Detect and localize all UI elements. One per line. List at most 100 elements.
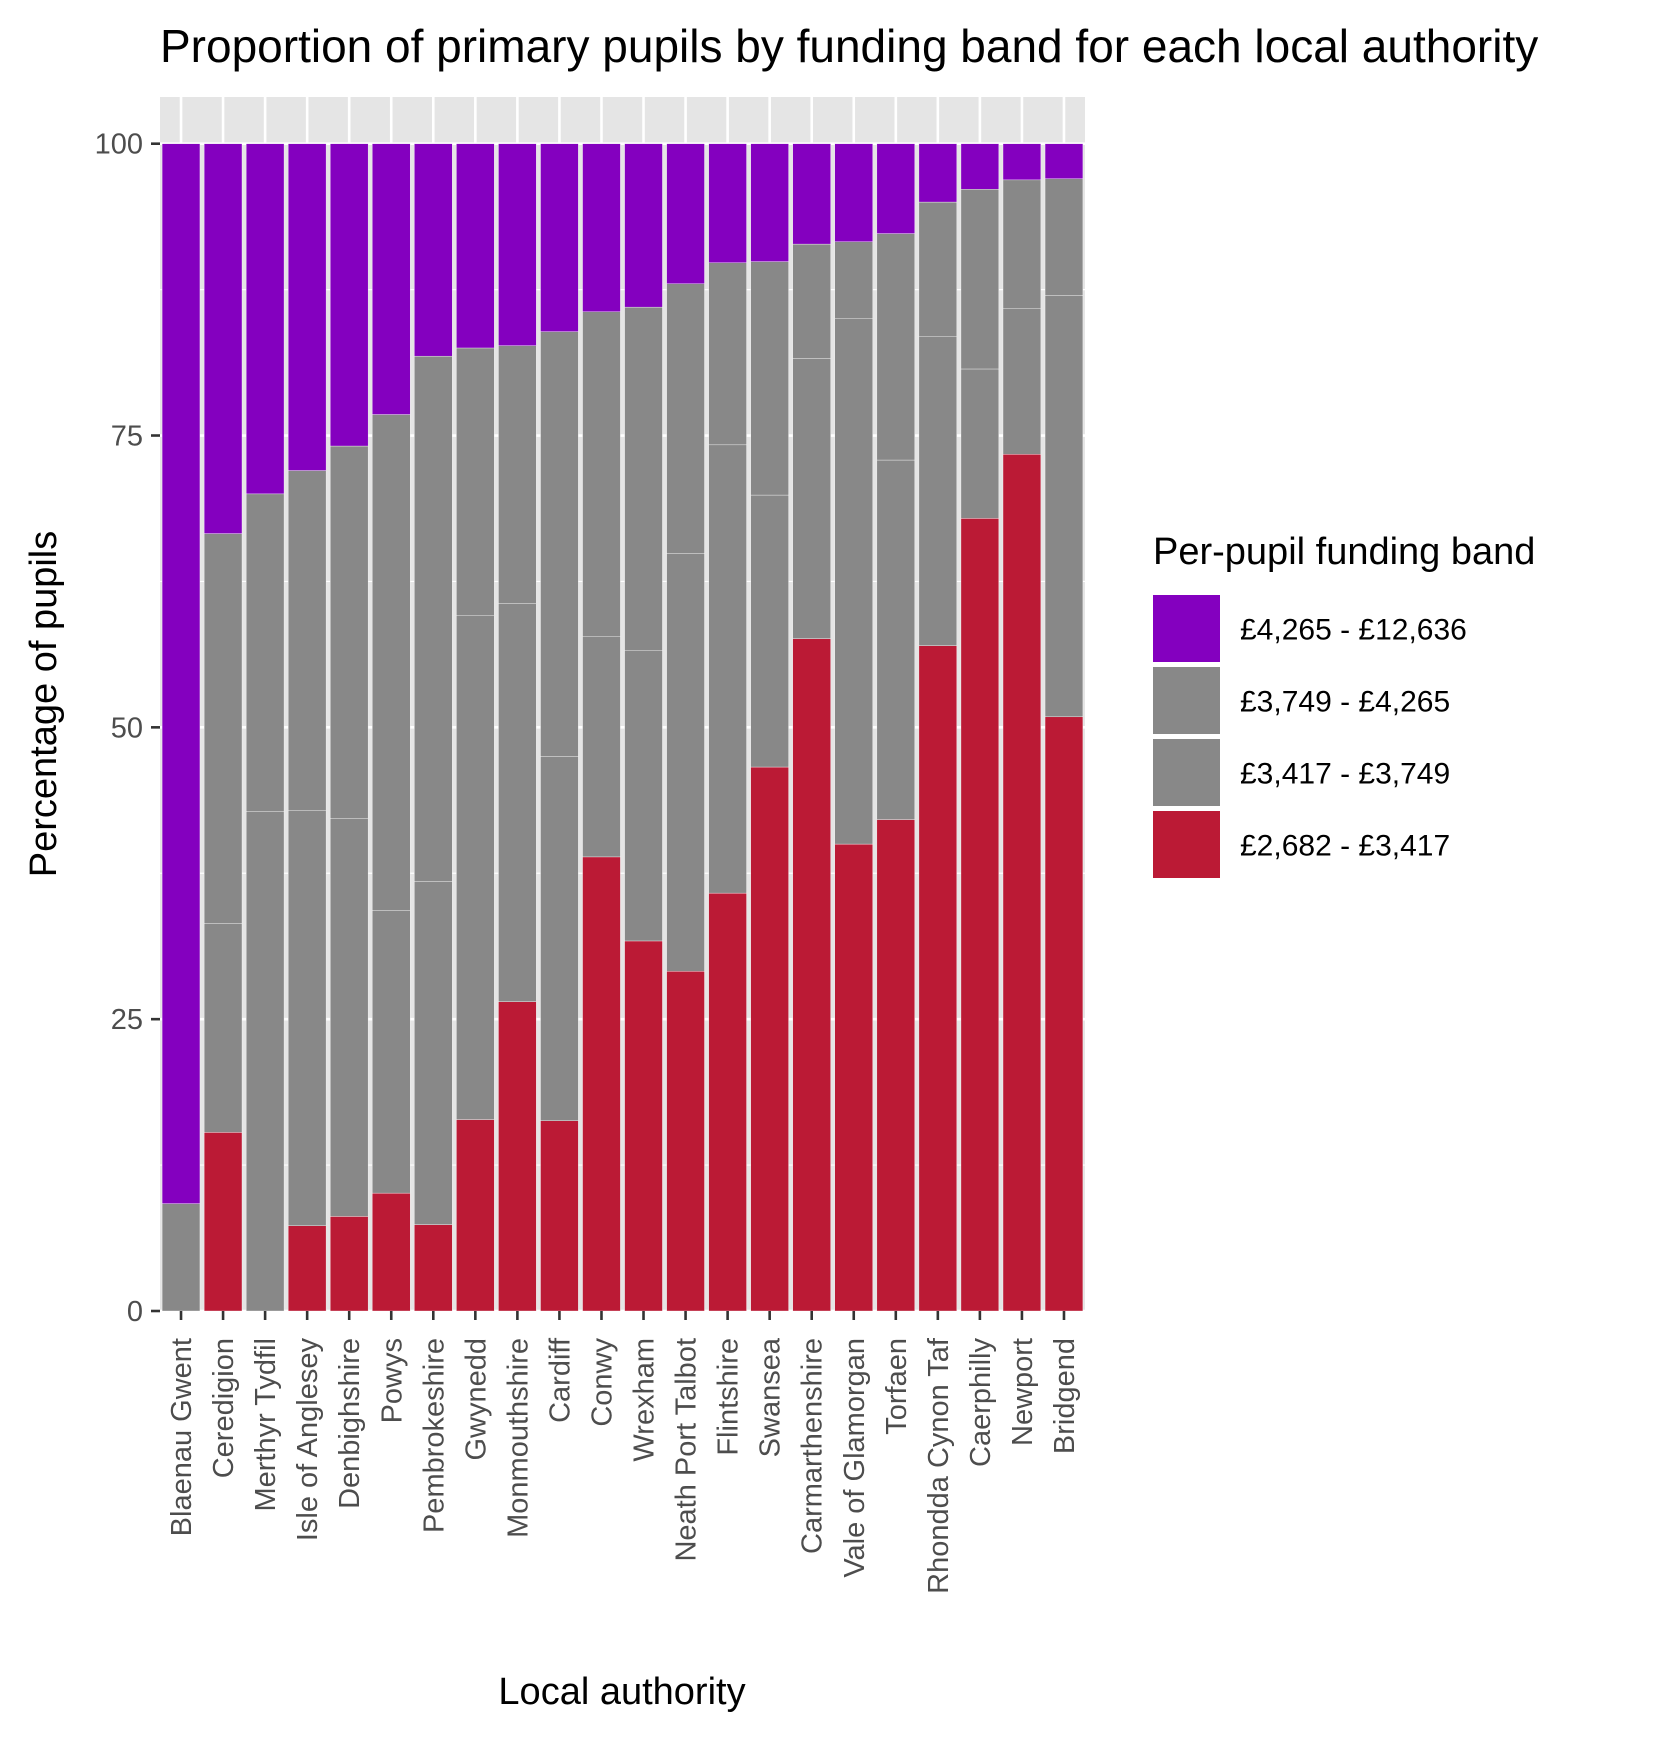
bar-segment-4 (456, 143, 495, 349)
bar-segment-3 (876, 233, 915, 461)
bar-segment-2 (1044, 295, 1084, 718)
bar-segment-1 (498, 1001, 537, 1312)
bar-segment-4 (582, 143, 621, 312)
x-tick-label: Isle of Anglesey (292, 1338, 324, 1542)
x-tick-label: Powys (376, 1338, 408, 1423)
bar-segment-4 (203, 143, 243, 534)
legend-label: £4,265 - £12,636 (1240, 614, 1467, 647)
bar-segment-4 (288, 143, 327, 471)
x-tick-label: Rhondda Cynon Taf (923, 1337, 955, 1594)
x-tick-label: Swansea (755, 1337, 787, 1457)
x-tick-label: Conwy (586, 1338, 618, 1427)
x-tick-label: Ceredigion (208, 1338, 240, 1478)
bar-segment-1 (960, 518, 999, 1312)
bar-segment-1 (540, 1120, 579, 1312)
bar-segment-2 (288, 810, 327, 1226)
x-tick-label: Caerphilly (965, 1338, 997, 1467)
x-tick-label: Blaenau Gwent (166, 1338, 198, 1536)
chart-title: Proportion of primary pupils by funding … (160, 20, 1538, 72)
bar-segment-2 (624, 650, 663, 942)
legend-label: £3,749 - £4,265 (1240, 686, 1450, 719)
bar-segment-1 (624, 940, 663, 1312)
bar-segment-2 (1002, 308, 1042, 455)
bar-segment-1 (792, 638, 831, 1312)
bar-segment-2 (203, 923, 243, 1133)
bar-segment-2 (582, 636, 621, 858)
bar-segment-2 (456, 615, 495, 1120)
bar-segment-3 (1044, 178, 1084, 296)
bar-segment-3 (372, 414, 411, 911)
bar-segment-4 (792, 143, 831, 245)
y-tick-label: 25 (111, 1004, 143, 1036)
bar-segment-2 (246, 811, 285, 1312)
legend-label: £3,417 - £3,749 (1240, 758, 1450, 791)
bar-segment-4 (540, 143, 579, 332)
bar-segment-3 (498, 345, 537, 604)
bar-segment-1 (414, 1224, 453, 1312)
bar-segment-1 (918, 645, 957, 1312)
x-tick-label: Carmarthenshire (797, 1338, 829, 1554)
y-axis-title: Percentage of pupils (23, 531, 65, 877)
bar-segment-3 (666, 283, 705, 554)
bar-segment-1 (330, 1216, 369, 1312)
bar-segment-4 (330, 143, 369, 447)
x-tick-label: Denbighshire (334, 1338, 366, 1509)
bar-segment-3 (960, 189, 999, 370)
bar-segment-4 (708, 143, 747, 263)
bar-segment-3 (1002, 179, 1042, 309)
x-tick-label: Flintshire (713, 1338, 745, 1456)
bar-segment-1 (203, 1132, 243, 1312)
bar-segment-3 (582, 311, 621, 637)
bar-segment-1 (288, 1225, 327, 1312)
bar-segment-3 (624, 306, 663, 651)
bar-segment-1 (1044, 716, 1084, 1312)
bar-segment-4 (1044, 143, 1084, 179)
bar-segment-2 (666, 553, 705, 972)
bar-segment-4 (161, 143, 201, 1204)
legend-key (1153, 595, 1220, 662)
y-tick-label: 0 (127, 1296, 143, 1328)
bars (161, 143, 1084, 1312)
bar-segment-1 (750, 766, 789, 1312)
y-tick-label: 75 (111, 421, 143, 453)
legend-label: £2,682 - £3,417 (1240, 830, 1450, 863)
bar-segment-1 (666, 971, 705, 1312)
bar-segment-2 (540, 756, 579, 1121)
x-tick-label: Bridgend (1049, 1338, 1081, 1454)
bar-segment-4 (876, 143, 915, 234)
bar-segment-4 (666, 143, 705, 284)
bar-segment-3 (288, 470, 327, 811)
bar-segment-4 (918, 143, 957, 203)
bar-segment-1 (1002, 454, 1042, 1312)
bar-segment-4 (498, 143, 537, 346)
x-tick-label: Torfaen (881, 1338, 913, 1435)
bar-segment-3 (540, 331, 579, 757)
bar-segment-2 (330, 818, 369, 1217)
bar-segment-3 (414, 355, 453, 882)
bar-segment-1 (708, 892, 747, 1312)
bar-segment-3 (792, 243, 831, 359)
bar-segment-3 (834, 241, 873, 319)
bar-segment-2 (876, 459, 915, 820)
x-tick-label: Neath Port Talbot (671, 1338, 703, 1562)
x-tick-label: Wrexham (629, 1338, 661, 1462)
legend: £4,265 - £12,636 £3,749 - £4,265 £3,417 - … (1153, 595, 1467, 878)
bar-segment-2 (750, 494, 789, 768)
axes: 0 25 50 75 100 Blaenau Gwent Ceredigion Merthyr… (95, 129, 1081, 1594)
legend-title: Per-pupil funding band (1153, 531, 1535, 573)
y-tick-label: 50 (111, 712, 143, 744)
bar-segment-2 (372, 910, 411, 1194)
x-tick-label: Newport (1007, 1338, 1039, 1446)
bar-segment-3 (203, 533, 243, 924)
bar-segment-4 (750, 143, 789, 262)
bar-segment-1 (876, 819, 915, 1312)
legend-key (1153, 739, 1220, 806)
legend-key (1153, 667, 1220, 734)
bar-segment-1 (834, 843, 873, 1312)
bar-segment-2 (414, 881, 453, 1225)
bar-segment-2 (498, 603, 537, 1002)
bar-segment-4 (246, 143, 285, 495)
x-tick-label: Monmouthshire (502, 1338, 534, 1538)
x-tick-label: Cardiff (544, 1337, 576, 1423)
